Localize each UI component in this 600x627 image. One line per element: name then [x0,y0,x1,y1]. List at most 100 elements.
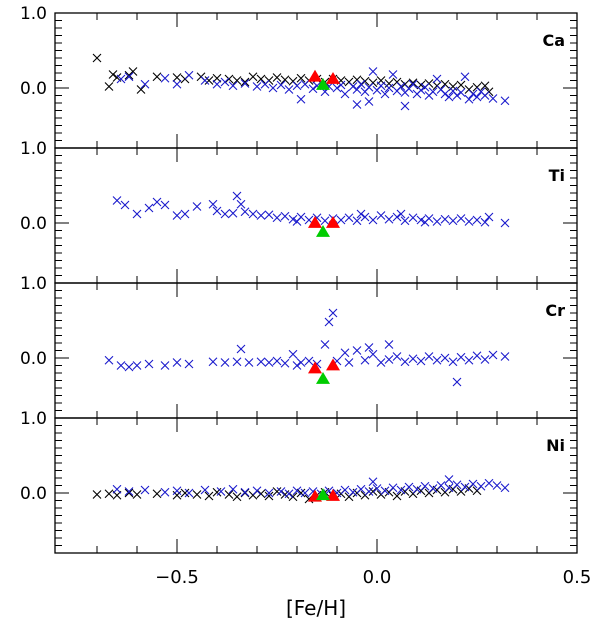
blue-star-point [428,484,438,493]
black-star-point [204,491,214,501]
blue-star-point [500,352,510,361]
blue-star-point [456,88,466,97]
blue-star-point [328,308,338,318]
blue-star-point [436,481,446,490]
blue-star-point [372,484,382,493]
green-triangle-point [316,78,330,90]
blue-star-point [408,79,418,89]
blue-star-point [344,358,354,367]
blue-star-point [184,70,194,80]
blue-star-point [384,83,394,93]
blue-star-point [120,200,130,210]
blue-star-point [388,483,398,493]
blue-star-point [340,485,350,495]
blue-star-point [464,355,474,365]
black-star-point [192,490,202,499]
blue-star-point [192,202,202,211]
red-triangle-point [308,361,322,374]
blue-star-point [140,485,150,495]
panel-label: Ca [542,31,565,50]
blue-star-point [112,196,122,205]
blue-star-point [400,101,410,111]
blue-star-point [344,213,354,223]
blue-star-point [468,89,478,99]
blue-star-point [272,213,282,223]
black-star-point [280,75,290,85]
y-tick-label: 1.0 [20,4,47,24]
blue-star-point [140,79,150,89]
blue-star-point [264,210,274,220]
blue-star-point [440,214,450,224]
black-star-point [132,490,142,499]
blue-star-point [388,70,398,79]
blue-star-point [396,485,406,495]
black-star-point [296,488,306,498]
blue-star-point [420,82,430,92]
blue-star-point [212,79,222,89]
blue-star-point [464,217,474,226]
blue-star-point [448,216,458,226]
blue-star-point [124,72,134,82]
blue-star-point [200,485,210,495]
blue-star-point [376,211,386,220]
panel-ni: 1.0 0.0 Ni [20,409,578,554]
blue-star-point [444,483,454,493]
blue-star-point [376,81,386,91]
black-star-point [384,79,394,88]
black-star-point [232,492,242,502]
blue-star-point [172,211,182,220]
blue-star-point [240,79,250,88]
black-star-point [256,74,266,84]
blue-star-point [424,352,434,361]
blue-star-point [160,200,170,210]
blue-star-point [368,67,378,76]
blue-star-point [460,482,470,492]
blue-star-point [284,489,294,499]
green-triangle-point [316,488,330,501]
blue-star-point [232,191,242,201]
blue-star-point [276,487,286,496]
blue-star-point [260,79,270,89]
blue-star-point [268,83,278,93]
blue-star-point [400,357,410,367]
blue-star-point [364,343,374,352]
blue-star-point [236,344,246,354]
blue-star-point [460,72,470,82]
green-triangle-point [316,372,330,384]
black-star-point [408,78,418,88]
blue-star-point [228,81,238,91]
blue-star-point [444,475,454,484]
black-star-point [272,487,282,496]
blue-star-point [380,486,390,496]
blue-star-point [336,215,346,225]
blue-star-point [180,209,190,219]
blue-star-point [332,83,342,93]
x-tick-label: 0.5 [563,567,592,588]
panel-label: Ni [546,436,565,455]
blue-star-point [464,94,474,104]
blue-star-point [428,87,438,97]
blue-star-point [392,352,402,361]
black-star-point [108,70,118,79]
blue-star-point [272,356,282,366]
black-star-point [92,490,102,499]
blue-star-point [384,214,394,224]
black-star-point [456,80,466,90]
black-star-point [224,490,234,499]
blue-star-point [356,79,366,89]
blue-star-point [216,487,226,496]
black-star-point [172,490,182,500]
y-tick-label: 1.0 [20,409,47,429]
black-star-point [224,74,234,84]
blue-star-point [368,477,378,487]
blue-star-point [296,358,306,367]
blue-star-point [432,217,442,226]
black-star-point [272,73,282,82]
y-tick-label: 0.0 [20,484,47,504]
blue-star-point [308,84,318,94]
blue-star-point [440,353,450,363]
blue-star-point [492,481,502,490]
blue-star-point [276,80,286,90]
blue-star-point [248,209,258,219]
blue-star-point [184,359,194,369]
